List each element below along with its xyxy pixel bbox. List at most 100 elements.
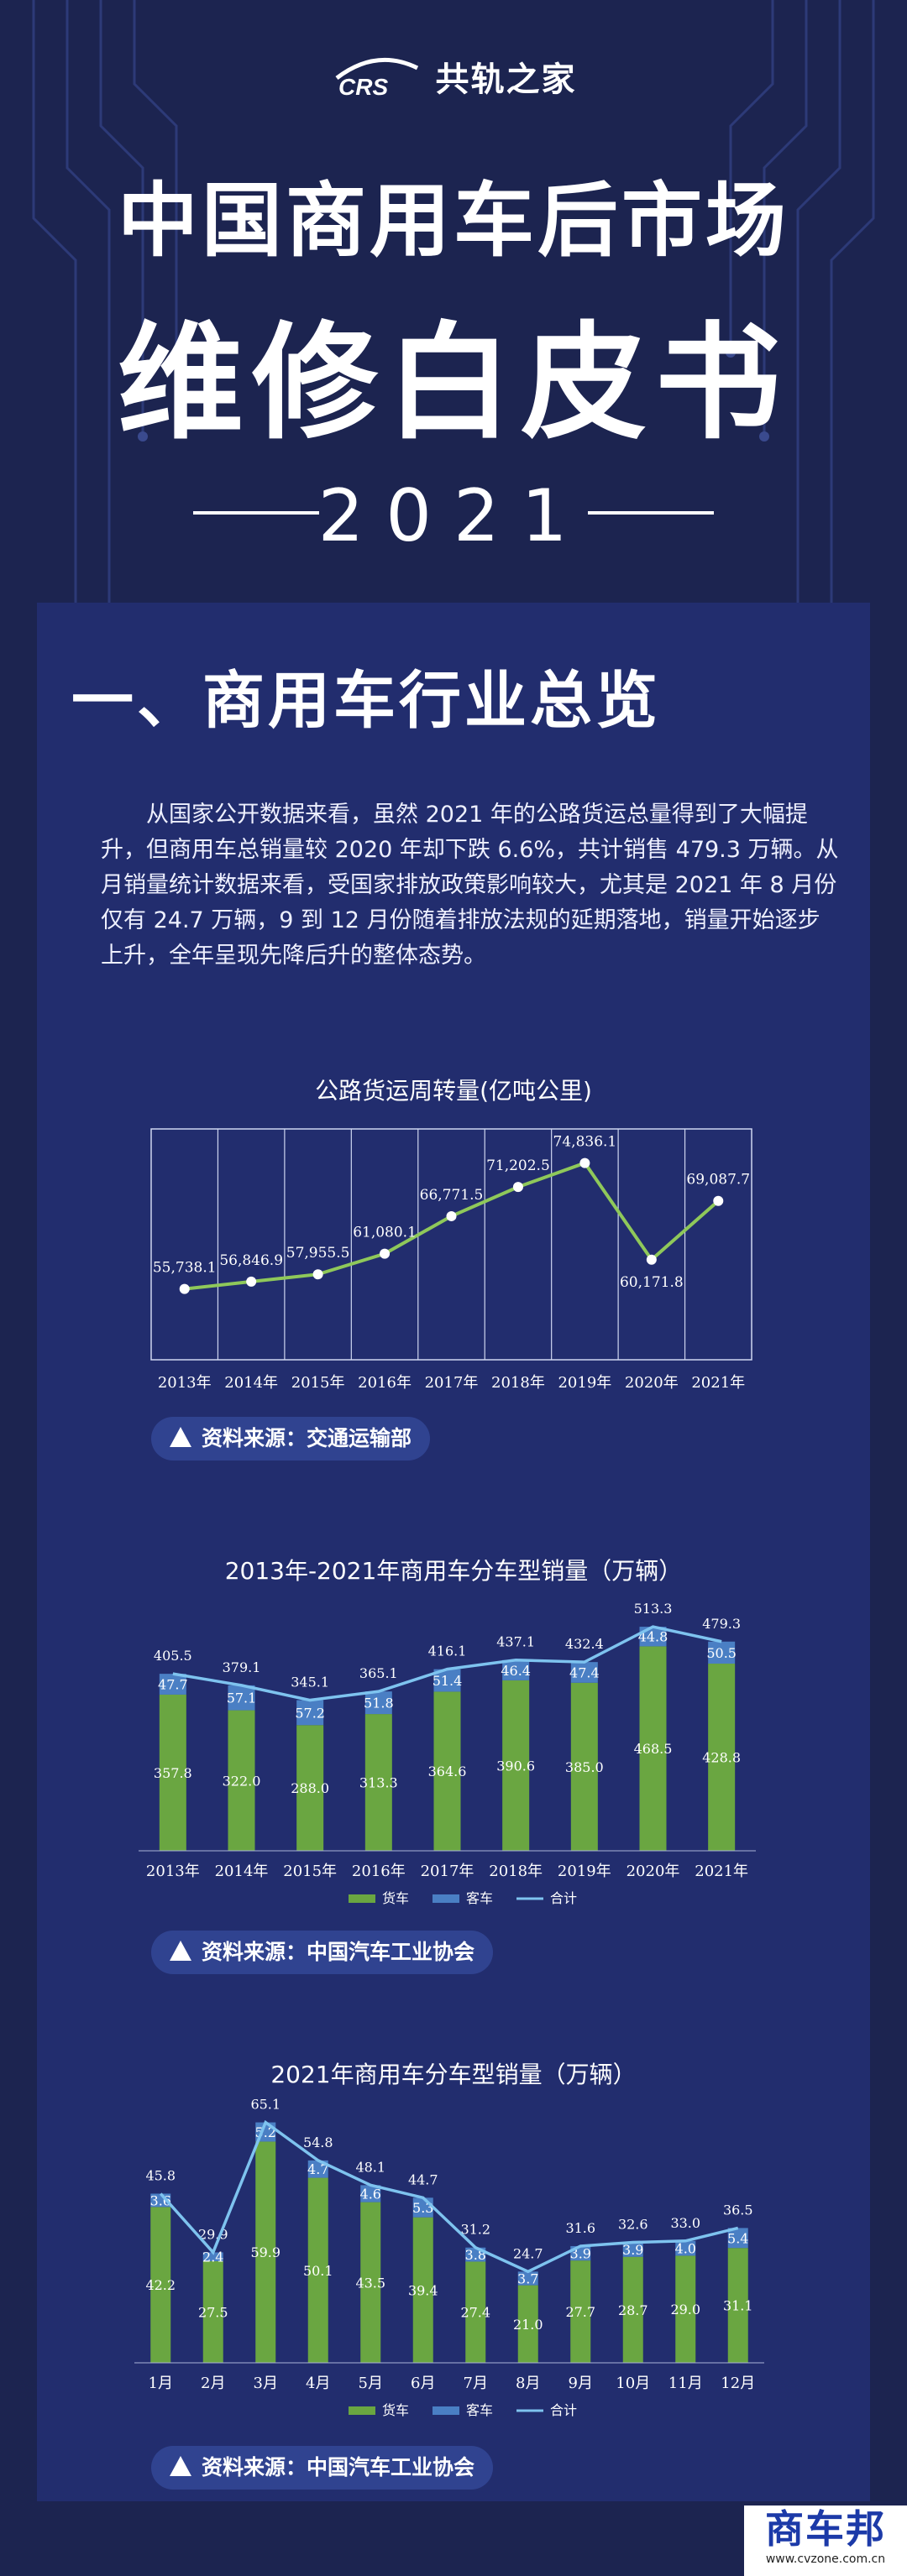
truck-bar	[364, 1714, 392, 1851]
data-label: 69,087.7	[686, 1172, 750, 1189]
legend-label-total: 合计	[550, 2402, 577, 2418]
watermark-url: www.cvzone.com.cn	[765, 2552, 886, 2566]
bus-value-label: 50.5	[706, 1645, 737, 1661]
total-value-label: 32.6	[618, 2217, 648, 2233]
truck-value-label: 357.8	[154, 1765, 192, 1781]
bus-bar	[360, 2185, 381, 2202]
bus-value-label: 57.2	[295, 1705, 325, 1721]
truck-bar	[727, 2248, 748, 2363]
total-line	[172, 1625, 722, 1702]
x-tick-label: 3月	[254, 2375, 278, 2392]
series-line	[184, 1161, 720, 1291]
x-tick-label: 2016年	[358, 1374, 412, 1392]
truck-bar	[502, 1680, 530, 1851]
x-tick-label: 10月	[616, 2375, 650, 2392]
x-tick-label: 2016年	[352, 1863, 406, 1880]
content-panel	[37, 603, 870, 2501]
truck-value-label: 42.2	[145, 2277, 176, 2293]
truck-value-label: 288.0	[291, 1780, 329, 1796]
truck-bar	[307, 2177, 328, 2363]
data-label: 61,080.1	[353, 1225, 417, 1241]
truck-value-label: 322.0	[223, 1773, 261, 1789]
data-label: 74,836.1	[553, 1134, 617, 1151]
x-tick-label: 8月	[516, 2375, 540, 2392]
page-title-line1: 中国商用车后市场	[118, 174, 789, 268]
truck-value-label: 27.5	[198, 2305, 228, 2321]
bus-bar	[307, 2160, 328, 2178]
x-tick-label: 2014年	[224, 1374, 278, 1392]
data-point	[312, 1269, 323, 1280]
x-tick-label: 2015年	[291, 1374, 345, 1392]
bus-bar	[150, 2193, 171, 2208]
bus-value-label: 51.8	[364, 1696, 394, 1711]
truck-bar	[675, 2255, 696, 2363]
freight-turnover-line-chart: 55,738.1 2013年 56,846.9 2014年 57,955.5 2015年 6…	[150, 1128, 752, 1392]
x-tick-label: 4月	[306, 2375, 330, 2392]
brand-logo: CRS 共轨之家	[0, 52, 907, 101]
legend-swatch-truck	[349, 2406, 375, 2415]
triangle-icon	[170, 1427, 191, 1447]
chart2-title: 2013年-2021年商用车分车型销量（万辆）	[224, 1557, 683, 1585]
truck-value-label: 28.7	[618, 2302, 648, 2318]
x-tick-label: 11月	[668, 2375, 703, 2392]
total-value-label: 36.5	[723, 2202, 753, 2218]
data-point	[380, 1248, 391, 1259]
truck-bar	[570, 1682, 598, 1851]
data-point	[646, 1254, 657, 1265]
data-point	[446, 1210, 457, 1221]
bus-bar	[228, 1685, 255, 1711]
truck-bar	[159, 1694, 186, 1851]
bus-value-label: 47.7	[158, 1677, 188, 1693]
total-value-label: 33.0	[670, 2215, 700, 2231]
legend-label-total: 合计	[550, 1890, 577, 1906]
bus-value-label: 57.1	[227, 1690, 257, 1706]
page-title-line2: 维修白皮书	[117, 311, 789, 457]
x-tick-label: 2月	[201, 2375, 225, 2392]
legend-label-truck: 货车	[382, 1890, 409, 1906]
total-value-label: 24.7	[513, 2245, 543, 2261]
truck-bar	[228, 1710, 255, 1851]
x-tick-label: 2018年	[491, 1374, 545, 1392]
x-tick-label: 2021年	[695, 1863, 748, 1880]
total-value-label: 48.1	[355, 2159, 385, 2175]
intro-paragraph: 从国家公开数据来看，虽然 2021 年的公路货运总量得到了大幅提升，但商用车总销…	[101, 802, 839, 969]
x-tick-label: 2019年	[558, 1374, 611, 1392]
crs-logo-icon: CRS	[335, 57, 419, 100]
truck-value-label: 385.0	[565, 1759, 604, 1775]
chart1-title: 公路货运周转量(亿吨公里)	[315, 1077, 592, 1105]
legend-label-bus: 客车	[466, 1890, 493, 1906]
x-tick-label: 5月	[359, 2375, 383, 2392]
data-label: 71,202.5	[486, 1157, 550, 1174]
x-tick-label: 2015年	[283, 1863, 337, 1880]
total-value-label: 65.1	[250, 2097, 280, 2113]
total-value-label: 365.1	[359, 1665, 398, 1681]
truck-bar	[255, 2141, 276, 2363]
truck-value-label: 29.0	[670, 2302, 700, 2317]
bus-bar	[159, 1674, 186, 1695]
truck-value-label: 428.8	[702, 1750, 741, 1766]
bus-bar	[622, 2242, 643, 2257]
monthly-sales-bar-chart: 42.23.645.81月27.52.429.92月59.95.265.13月5…	[134, 2097, 764, 2418]
total-value-label: 345.1	[291, 1675, 329, 1690]
chart3-source-text: 资料来源：中国汽车工业协会	[202, 2455, 475, 2479]
truck-bar	[639, 1646, 667, 1851]
annual-sales-bar-chart: 357.8 47.7 405.5 2013年 322.0 57.1 379.1 2014年 28…	[139, 1601, 756, 1906]
data-label: 57,955.5	[286, 1245, 350, 1262]
bus-bar	[502, 1659, 530, 1680]
x-tick-label: 2019年	[558, 1863, 611, 1880]
logo-text: 共轨之家	[435, 60, 577, 99]
bus-bar	[364, 1691, 392, 1715]
truck-bar	[517, 2285, 538, 2363]
data-label: 60,171.8	[620, 1274, 684, 1291]
bus-bar	[727, 2228, 748, 2249]
x-tick-label: 2020年	[627, 1863, 680, 1880]
data-point	[512, 1182, 523, 1193]
chart1-source-text: 资料来源：交通运输部	[202, 1426, 412, 1450]
x-tick-label: 2021年	[691, 1374, 745, 1392]
x-tick-label: 12月	[721, 2375, 755, 2392]
total-value-label: 44.7	[408, 2171, 438, 2187]
bus-value-label: 3.6	[150, 2192, 171, 2208]
bus-bar	[296, 1700, 324, 1726]
x-tick-label: 2013年	[158, 1374, 212, 1392]
total-value-label: 31.6	[565, 2220, 595, 2236]
